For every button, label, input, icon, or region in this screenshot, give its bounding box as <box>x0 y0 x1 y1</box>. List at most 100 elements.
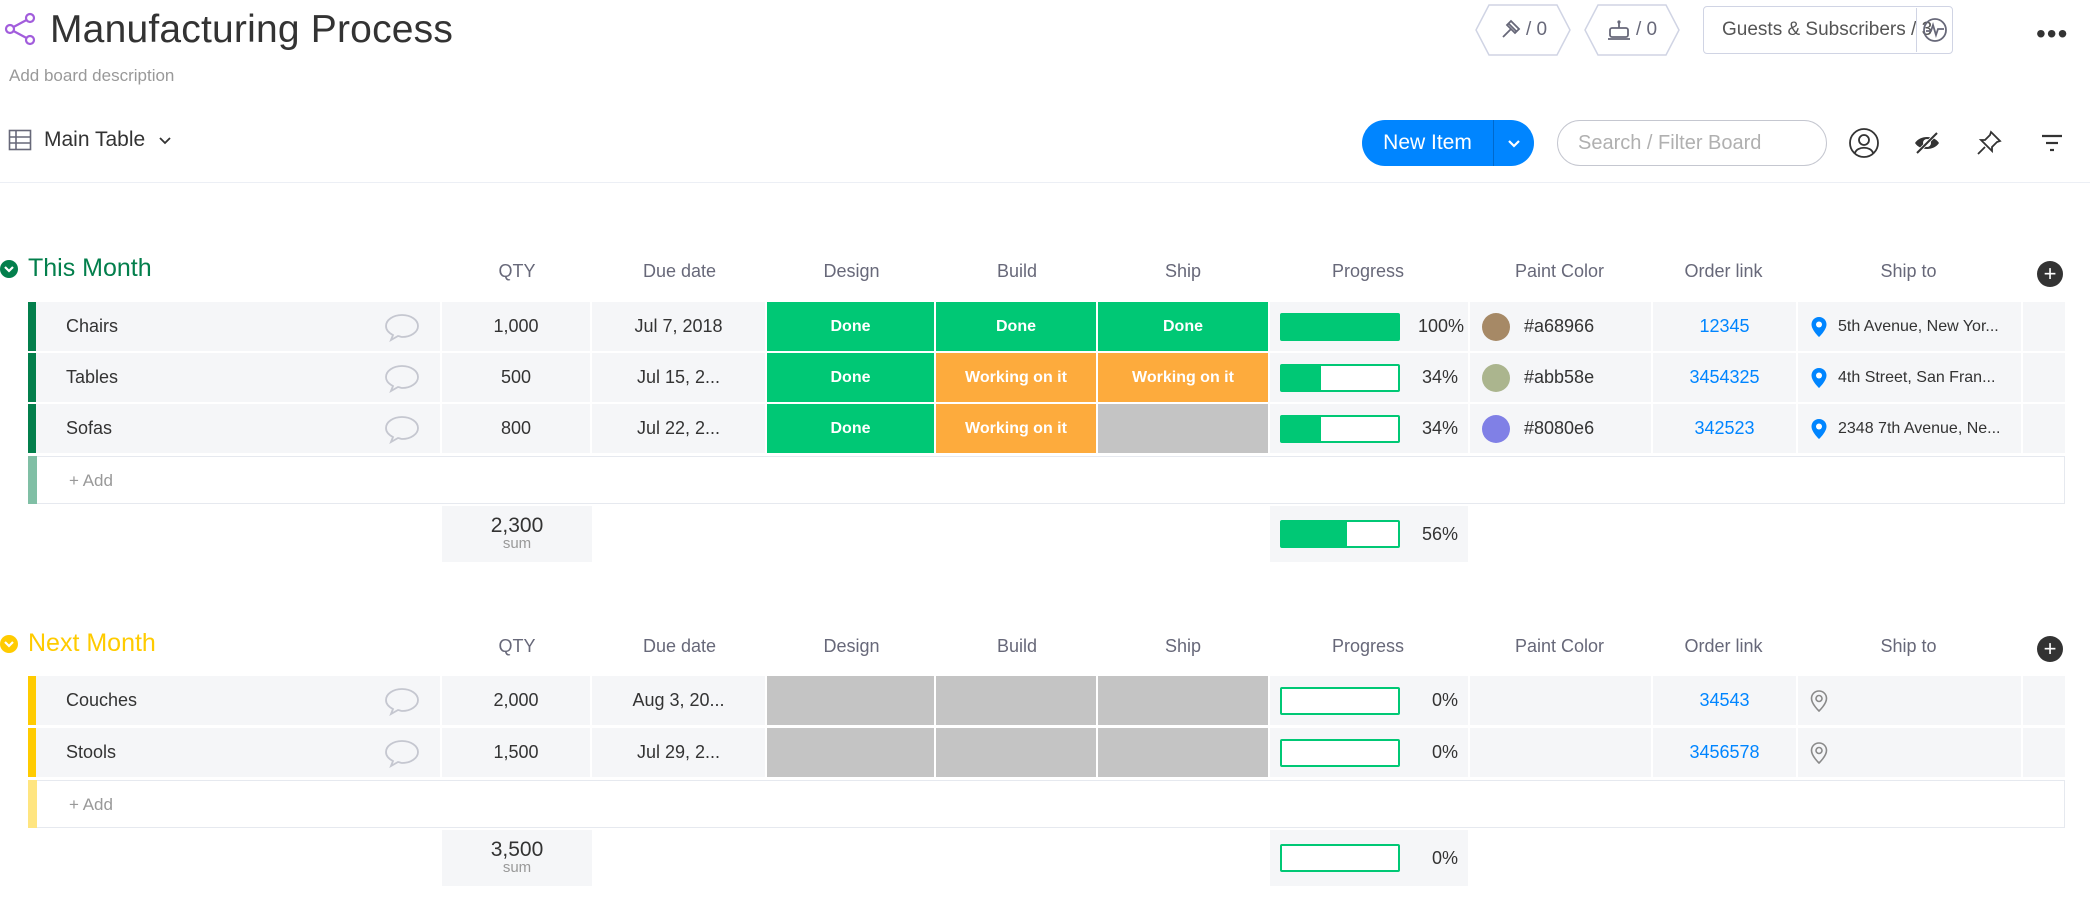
add-column-icon[interactable]: + <box>2037 636 2063 662</box>
design-status-cell[interactable] <box>767 728 934 777</box>
table-row[interactable]: Sofas 800 Jul 22, 2... Done Working on i… <box>28 404 2078 453</box>
order-link-cell[interactable]: 3456578 <box>1653 728 1796 777</box>
col-header-qty[interactable]: QTY <box>498 636 536 656</box>
paint-color-cell[interactable]: #a68966 <box>1470 302 1651 351</box>
qty-cell[interactable]: 1,000 <box>442 302 590 351</box>
activity-button[interactable]: / 0 <box>1475 4 1571 56</box>
table-row[interactable]: Tables 500 Jul 15, 2... Done Working on … <box>28 353 2078 402</box>
person-filter-icon[interactable] <box>1847 126 1881 160</box>
col-header-order-link[interactable]: Order link <box>1684 261 1763 281</box>
comment-icon[interactable] <box>384 363 420 393</box>
add-column-icon[interactable]: + <box>2037 261 2063 287</box>
item-name[interactable]: Couches <box>36 676 440 725</box>
order-link[interactable]: 3454325 <box>1689 367 1760 387</box>
col-header-ship[interactable]: Ship <box>1164 636 1202 656</box>
ship-to-cell[interactable]: 2348 7th Avenue, Ne... <box>1798 404 2021 453</box>
paint-color-cell[interactable] <box>1470 728 1651 777</box>
add-item-row[interactable]: + Add <box>28 456 2065 504</box>
group-collapse-icon[interactable] <box>0 634 18 653</box>
due-date-cell[interactable]: Jul 7, 2018 <box>592 302 765 351</box>
view-selector[interactable]: Main Table <box>8 128 173 152</box>
item-name[interactable]: Stools <box>36 728 440 777</box>
comment-icon[interactable] <box>384 686 420 716</box>
col-header-progress[interactable]: Progress <box>1331 261 1405 281</box>
col-header-design[interactable]: Design <box>823 261 880 281</box>
ship-status-cell[interactable]: Done <box>1098 302 1268 351</box>
ship-to-cell[interactable] <box>1798 728 2021 777</box>
new-item-button[interactable]: New Item <box>1383 131 1472 154</box>
board-title[interactable]: Manufacturing Process <box>50 8 454 51</box>
add-item-row[interactable]: + Add <box>28 780 2065 828</box>
ship-status-cell[interactable]: Working on it <box>1098 353 1268 402</box>
more-options-icon[interactable]: ••• <box>2036 18 2069 49</box>
design-status-cell[interactable]: Done <box>767 302 934 351</box>
order-link[interactable]: 3456578 <box>1689 742 1760 762</box>
col-header-due-date[interactable]: Due date <box>642 636 717 656</box>
paint-color-cell[interactable]: #abb58e <box>1470 353 1651 402</box>
col-header-build[interactable]: Build <box>996 636 1038 656</box>
due-date-cell[interactable]: Jul 29, 2... <box>592 728 765 777</box>
col-header-ship-to[interactable]: Ship to <box>1880 636 1937 656</box>
integrations-button[interactable]: / 0 <box>1584 4 1680 56</box>
comment-icon[interactable] <box>384 738 420 768</box>
add-item-label[interactable]: + Add <box>69 795 113 814</box>
group-title-this-month[interactable]: This Month <box>0 254 152 283</box>
ship-status-cell[interactable] <box>1098 404 1268 453</box>
order-link-cell[interactable]: 3454325 <box>1653 353 1796 402</box>
col-header-ship[interactable]: Ship <box>1164 261 1202 281</box>
qty-cell[interactable]: 1,500 <box>442 728 590 777</box>
order-link-cell[interactable]: 12345 <box>1653 302 1796 351</box>
item-name[interactable]: Sofas <box>36 404 440 453</box>
board-description[interactable]: Add board description <box>9 66 175 85</box>
build-status-cell[interactable] <box>936 728 1096 777</box>
build-status-cell[interactable] <box>936 676 1096 725</box>
due-date-cell[interactable]: Aug 3, 20... <box>592 676 765 725</box>
qty-cell[interactable]: 500 <box>442 353 590 402</box>
item-name[interactable]: Tables <box>36 353 440 402</box>
build-status-cell[interactable]: Working on it <box>936 404 1096 453</box>
add-item-label[interactable]: + Add <box>69 471 113 490</box>
col-header-paint-color[interactable]: Paint Color <box>1514 636 1605 656</box>
hide-columns-icon[interactable] <box>1910 126 1944 160</box>
table-row[interactable]: Stools 1,500 Jul 29, 2... 0% 3456578 <box>28 728 2078 777</box>
new-item-dropdown[interactable] <box>1493 120 1534 166</box>
design-status-cell[interactable] <box>767 676 934 725</box>
build-status-cell[interactable]: Done <box>936 302 1096 351</box>
design-status-cell[interactable]: Done <box>767 404 934 453</box>
ship-status-cell[interactable] <box>1098 728 1268 777</box>
group-title-next-month[interactable]: Next Month <box>0 629 156 658</box>
order-link[interactable]: 12345 <box>1699 316 1750 336</box>
group-collapse-icon[interactable] <box>0 259 18 278</box>
qty-cell[interactable]: 800 <box>442 404 590 453</box>
comment-icon[interactable] <box>384 312 420 342</box>
guests-subscribers-button[interactable]: Guests & Subscribers / 3 <box>1722 19 1933 40</box>
paint-color-cell[interactable] <box>1470 676 1651 725</box>
table-row[interactable]: Couches 2,000 Aug 3, 20... 0% 34543 <box>28 676 2078 725</box>
ship-to-cell[interactable] <box>1798 676 2021 725</box>
col-header-due-date[interactable]: Due date <box>642 261 717 281</box>
paint-color-cell[interactable]: #8080e6 <box>1470 404 1651 453</box>
due-date-cell[interactable]: Jul 15, 2... <box>592 353 765 402</box>
due-date-cell[interactable]: Jul 22, 2... <box>592 404 765 453</box>
qty-cell[interactable]: 2,000 <box>442 676 590 725</box>
share-icon[interactable] <box>4 12 36 46</box>
activity-log-button[interactable] <box>1917 16 1952 44</box>
ship-status-cell[interactable] <box>1098 676 1268 725</box>
sort-filter-icon[interactable] <box>2035 126 2069 160</box>
col-header-design[interactable]: Design <box>823 636 880 656</box>
pin-icon[interactable] <box>1972 126 2006 160</box>
ship-to-cell[interactable]: 4th Street, San Fran... <box>1798 353 2021 402</box>
order-link[interactable]: 34543 <box>1699 690 1750 710</box>
col-header-build[interactable]: Build <box>996 261 1038 281</box>
ship-to-cell[interactable]: 5th Avenue, New Yor... <box>1798 302 2021 351</box>
item-name[interactable]: Chairs <box>36 302 440 351</box>
col-header-qty[interactable]: QTY <box>498 261 536 281</box>
design-status-cell[interactable]: Done <box>767 353 934 402</box>
order-link[interactable]: 342523 <box>1694 418 1755 438</box>
col-header-progress[interactable]: Progress <box>1331 636 1405 656</box>
col-header-paint-color[interactable]: Paint Color <box>1514 261 1605 281</box>
order-link-cell[interactable]: 342523 <box>1653 404 1796 453</box>
col-header-order-link[interactable]: Order link <box>1684 636 1763 656</box>
col-header-ship-to[interactable]: Ship to <box>1880 261 1937 281</box>
build-status-cell[interactable]: Working on it <box>936 353 1096 402</box>
